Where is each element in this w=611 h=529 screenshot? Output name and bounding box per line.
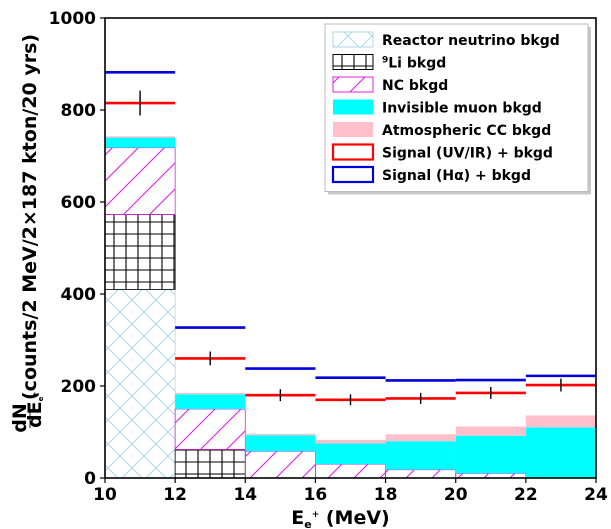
legend: Reactor neutrino bkgd 9Li bkgd NC bkgd Invi… bbox=[324, 23, 591, 195]
x-tick-label: 12 bbox=[163, 485, 187, 505]
y-tick-label: 1000 bbox=[49, 9, 96, 29]
stack-bar-atmospheric-cc-bkgd-bin-2 bbox=[245, 433, 316, 436]
legend-swatch bbox=[333, 122, 373, 137]
stack-bar-invisible-muon-bkgd-bin-2 bbox=[245, 435, 316, 452]
stack-bar-invisible-muon-bkgd-bin-1 bbox=[175, 394, 246, 409]
stacked-background-histogram bbox=[104, 136, 596, 479]
stack-bar-invisible-muon-bkgd-bin-3 bbox=[315, 443, 386, 465]
legend-swatch bbox=[333, 99, 373, 115]
stack-bar-invisible-muon-bkgd-bin-0 bbox=[105, 137, 176, 148]
legend-label: 9Li bkgd bbox=[382, 56, 446, 72]
x-tick-label: 14 bbox=[233, 485, 257, 505]
legend-label: NC bkgd bbox=[382, 78, 448, 94]
stack-bar-9li-bkgd-bin-1 bbox=[174, 449, 246, 479]
legend-label: Atmospheric CC bkgd bbox=[382, 123, 551, 139]
y-label-fraction-numerator: dN bbox=[9, 403, 31, 433]
stack-bar-atmospheric-cc-bkgd-bin-3 bbox=[315, 439, 386, 444]
y-label-text: (counts/2 MeV/2×187 kton/20 yrs) bbox=[19, 34, 41, 400]
signal-lines bbox=[105, 70, 596, 406]
stack-bar-atmospheric-cc-bkgd-bin-1 bbox=[175, 392, 246, 395]
stack-bar-nc-bkgd-bin-2 bbox=[244, 450, 316, 479]
y-tick-label: 0 bbox=[84, 469, 96, 489]
y-tick-label: 400 bbox=[61, 285, 97, 305]
plot-frame bbox=[104, 17, 597, 479]
legend-swatch bbox=[332, 54, 374, 70]
legend-swatch bbox=[331, 143, 375, 161]
legend-label: Signal (Hα) + bkgd bbox=[382, 168, 531, 184]
axis-ticks: 10 12 14 16 18 20 22 24 0 200 400 600 800 1000 bbox=[49, 9, 608, 505]
stack-bar-invisible-muon-bkgd-bin-5 bbox=[455, 435, 526, 474]
stack-bar-nc-bkgd-bin-3 bbox=[315, 463, 386, 479]
stack-bar-atmospheric-cc-bkgd-bin-5 bbox=[455, 426, 526, 436]
y-axis-label: dN dEe+ (counts/2 MeV/2×187 kton/20 yrs) bbox=[9, 34, 46, 433]
stack-bar-reactor-neutrino-bkgd-bin-0 bbox=[104, 288, 176, 479]
stack-bar-9li-bkgd-bin-0 bbox=[104, 214, 176, 290]
x-tick-label: 22 bbox=[514, 485, 538, 505]
stack-bar-atmospheric-cc-bkgd-bin-6 bbox=[525, 415, 596, 428]
y-label-fraction-denominator: dEe+ bbox=[24, 392, 46, 428]
stack-bar-invisible-muon-bkgd-bin-6 bbox=[525, 427, 596, 478]
y-tick-label: 200 bbox=[61, 377, 97, 397]
legend-label: Signal (UV/IR) + bkgd bbox=[382, 146, 553, 162]
x-tick-label: 24 bbox=[584, 485, 608, 505]
legend-label: Reactor neutrino bkgd bbox=[382, 33, 560, 49]
stack-bar-nc-bkgd-bin-4 bbox=[385, 469, 457, 479]
stack-bar-atmospheric-cc-bkgd-bin-0 bbox=[105, 136, 176, 138]
x-tick-label: 20 bbox=[444, 485, 468, 505]
stack-bar-atmospheric-cc-bkgd-bin-4 bbox=[385, 434, 456, 442]
legend-label: Invisible muon bkgd bbox=[382, 101, 542, 117]
legend-swatch bbox=[332, 31, 374, 48]
legend-swatch bbox=[331, 165, 375, 184]
y-tick-label: 800 bbox=[61, 101, 97, 121]
x-tick-label: 16 bbox=[304, 485, 328, 505]
x-tick-label: 18 bbox=[374, 485, 398, 505]
legend-swatch bbox=[332, 76, 374, 93]
stack-bar-nc-bkgd-bin-1 bbox=[174, 408, 246, 450]
y-tick-label: 600 bbox=[61, 193, 97, 213]
stack-bar-invisible-muon-bkgd-bin-4 bbox=[385, 441, 456, 470]
x-axis-label: Ee+ (MeV) bbox=[291, 507, 389, 529]
stack-bar-nc-bkgd-bin-0 bbox=[104, 147, 176, 215]
x-tick-label: 10 bbox=[93, 485, 117, 505]
